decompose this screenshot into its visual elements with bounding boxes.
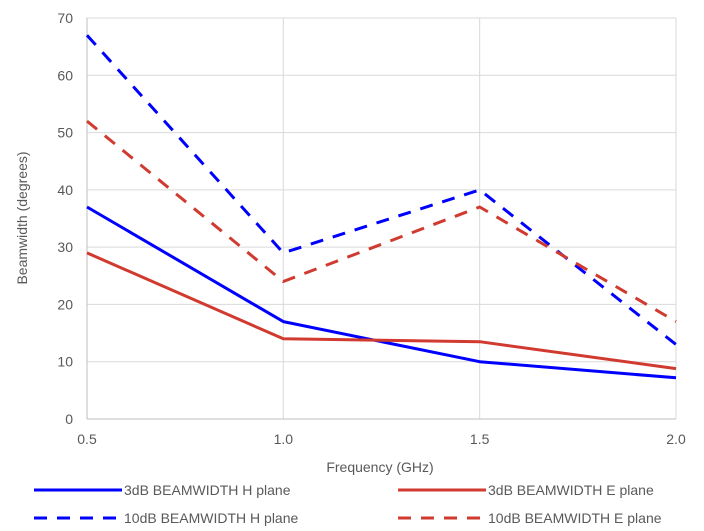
series-lines xyxy=(85,34,677,380)
y-tick-label: 60 xyxy=(57,67,73,83)
y-tick-labels: 0 10 20 30 40 50 60 70 xyxy=(57,10,73,427)
y-tick-label: 40 xyxy=(57,182,73,198)
x-tick-label: 1.0 xyxy=(274,431,294,447)
series-line-4 xyxy=(86,119,677,323)
x-tick-label: 1.5 xyxy=(470,431,490,447)
x-tick-label: 2.0 xyxy=(666,431,686,447)
x-tick-labels: 0.5 1.0 1.5 2.0 xyxy=(77,431,686,447)
y-tick-label: 70 xyxy=(57,10,73,26)
legend: 3dB BEAMWIDTH H plane 3dB BEAMWIDTH E pla… xyxy=(34,482,662,526)
grid-lines xyxy=(86,17,677,420)
legend-label-1: 3dB BEAMWIDTH H plane xyxy=(124,482,291,498)
y-tick-label: 20 xyxy=(57,296,73,312)
series-line-2 xyxy=(86,251,677,371)
y-axis-title: Beamwidth (degrees) xyxy=(14,151,30,284)
legend-label-3: 10dB BEAMWIDTH H plane xyxy=(124,510,298,526)
x-tick-label: 0.5 xyxy=(77,431,97,447)
y-tick-label: 30 xyxy=(57,239,73,255)
y-tick-label: 50 xyxy=(57,125,73,141)
legend-label-4: 10dB BEAMWIDTH E plane xyxy=(488,510,662,526)
series-line-3 xyxy=(85,34,677,346)
legend-label-2: 3dB BEAMWIDTH E plane xyxy=(488,482,654,498)
y-tick-label: 10 xyxy=(57,354,73,370)
x-axis-title: Frequency (GHz) xyxy=(326,459,433,475)
y-tick-label: 0 xyxy=(65,411,73,427)
